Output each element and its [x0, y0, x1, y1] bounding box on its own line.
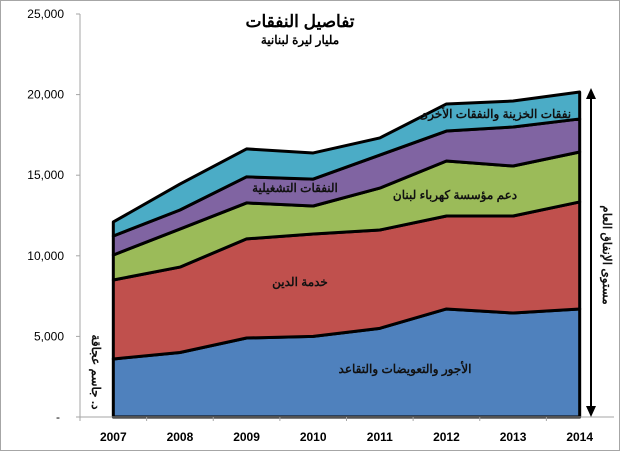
area-series-4 — [111, 90, 582, 238]
label-debt-service: خدمة الدين — [272, 275, 328, 290]
x-tick-label: 2008 — [167, 430, 194, 444]
y-tick-label: 5,000 — [34, 329, 64, 343]
x-tick-label: 2009 — [233, 430, 260, 444]
chart-title: تفاصيل النفقات — [245, 12, 354, 31]
y-ticks: - 5,000 10,000 15,000 20,000 25,000 — [27, 7, 80, 424]
spending-level-arrow — [586, 88, 596, 417]
y-tick-label: 25,000 — [27, 7, 64, 21]
arrow-label: مستوى الإنفاق العام — [599, 205, 614, 304]
x-tick-label: 2014 — [566, 430, 593, 444]
x-ticks: 2007 2008 2009 2010 2011 2012 2013 2014 — [79, 417, 593, 444]
x-tick-label: 2013 — [500, 430, 527, 444]
label-edl: دعم مؤسسة كهرباء لبنان — [393, 188, 517, 203]
x-tick-label: 2007 — [100, 430, 127, 444]
label-operating: النفقات التشغيلية — [252, 181, 338, 195]
y-tick-label: - — [56, 410, 60, 424]
x-tick-label: 2010 — [300, 430, 327, 444]
y-tick-label: 10,000 — [27, 249, 64, 263]
y-tick-label: 20,000 — [27, 88, 64, 102]
x-tick-label: 2012 — [433, 430, 460, 444]
chart-subtitle: مليار ليرة لبنانية — [261, 33, 339, 48]
label-wages: الأجور والتعويضات والتقاعد — [339, 361, 472, 377]
y-tick-label: 15,000 — [27, 168, 64, 182]
label-treasury: نفقات الخزينة والنفقات الأخرى — [419, 106, 571, 122]
x-tick-label: 2011 — [367, 430, 393, 444]
author-label: د. جاسم عجاقة — [88, 334, 103, 409]
areas-group — [111, 90, 582, 419]
